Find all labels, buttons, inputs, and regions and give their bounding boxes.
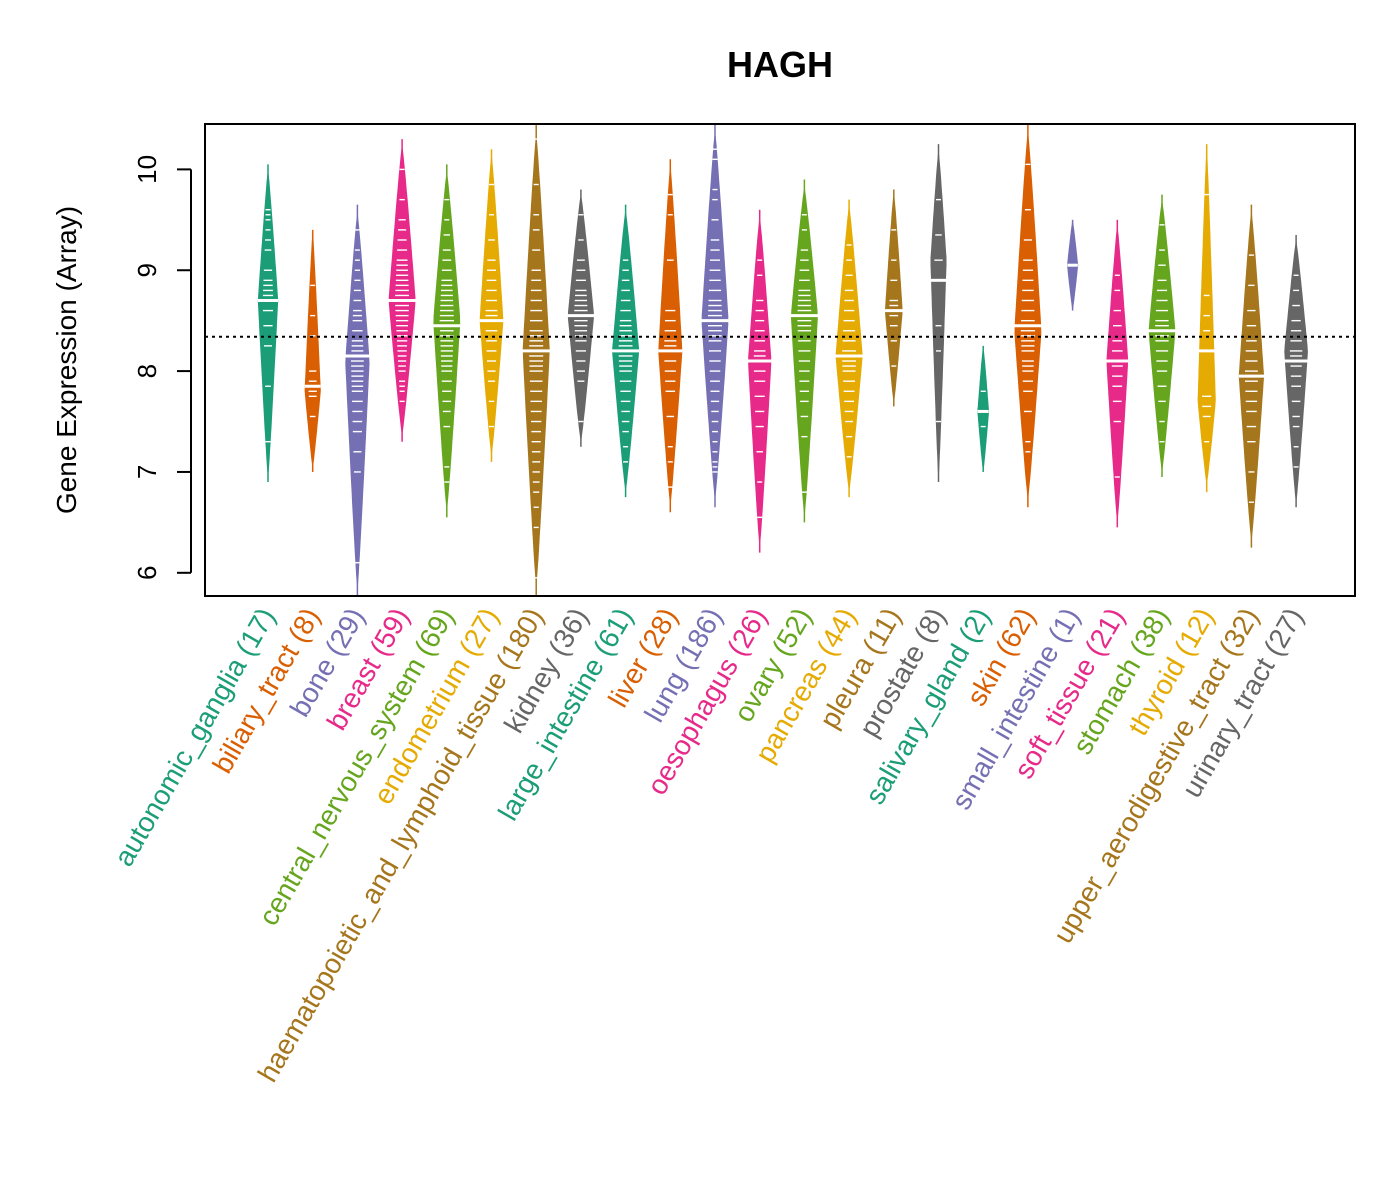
chart-title: HAGH	[727, 44, 833, 85]
violin-ovary	[790, 179, 819, 523]
violin-body	[479, 158, 504, 453]
plot-frame	[204, 123, 1356, 597]
violin-body	[885, 196, 903, 400]
violin-body	[835, 208, 863, 489]
violin-pleura	[885, 189, 903, 407]
violin-small-intestine	[1067, 219, 1079, 311]
violin-urinary-tract	[1284, 234, 1308, 508]
violin-large-intestine	[611, 204, 640, 498]
y-tick-label: 8	[132, 364, 162, 378]
violin-body	[658, 169, 683, 502]
violin-central-nervous-system	[433, 164, 461, 518]
violin-lung	[701, 124, 729, 508]
violin-bone	[345, 204, 370, 596]
y-tick-label: 10	[132, 155, 162, 184]
violin-body	[345, 216, 370, 585]
violin-body	[1284, 243, 1308, 500]
x-axis-labels: autonomic_ganglia (17)biliary_tract (8)b…	[108, 603, 1309, 1088]
violin-haematopoietic-and-lymphoid-tissue	[522, 124, 550, 596]
violin-body	[930, 154, 947, 472]
violin-breast	[388, 139, 416, 442]
violin-body	[1014, 135, 1042, 496]
violin-endometrium	[479, 149, 504, 462]
violin-body	[977, 349, 989, 469]
violin-body	[1106, 229, 1129, 519]
violin-biliary-tract	[304, 229, 321, 472]
violin-soft-tissue	[1106, 219, 1129, 528]
violin-thyroid	[1197, 144, 1216, 493]
violin-autonomic-ganglia	[257, 164, 279, 483]
y-axis: 6 7 8 9 10	[132, 155, 192, 580]
violin-salivary-gland	[977, 345, 989, 472]
violin-body	[257, 173, 279, 473]
violin-skin	[1014, 124, 1042, 508]
violin-stomach	[1148, 194, 1176, 477]
y-tick-label: 9	[132, 263, 162, 277]
y-tick-label: 6	[132, 566, 162, 580]
violin-pancreas	[835, 199, 863, 498]
violin-body	[304, 237, 321, 465]
violin-body	[522, 138, 550, 582]
violin-kidney	[567, 189, 595, 447]
violin-group	[257, 124, 1308, 596]
violin-body	[1197, 154, 1216, 482]
violin-liver	[658, 159, 683, 513]
violin-body	[567, 197, 594, 439]
violin-upper-aerodigestive-tract	[1238, 204, 1265, 548]
y-tick-label: 7	[132, 465, 162, 479]
violin-oesophagus	[747, 209, 772, 553]
violin-prostate	[930, 144, 947, 483]
y-axis-label: Gene Expression (Array)	[51, 206, 82, 514]
